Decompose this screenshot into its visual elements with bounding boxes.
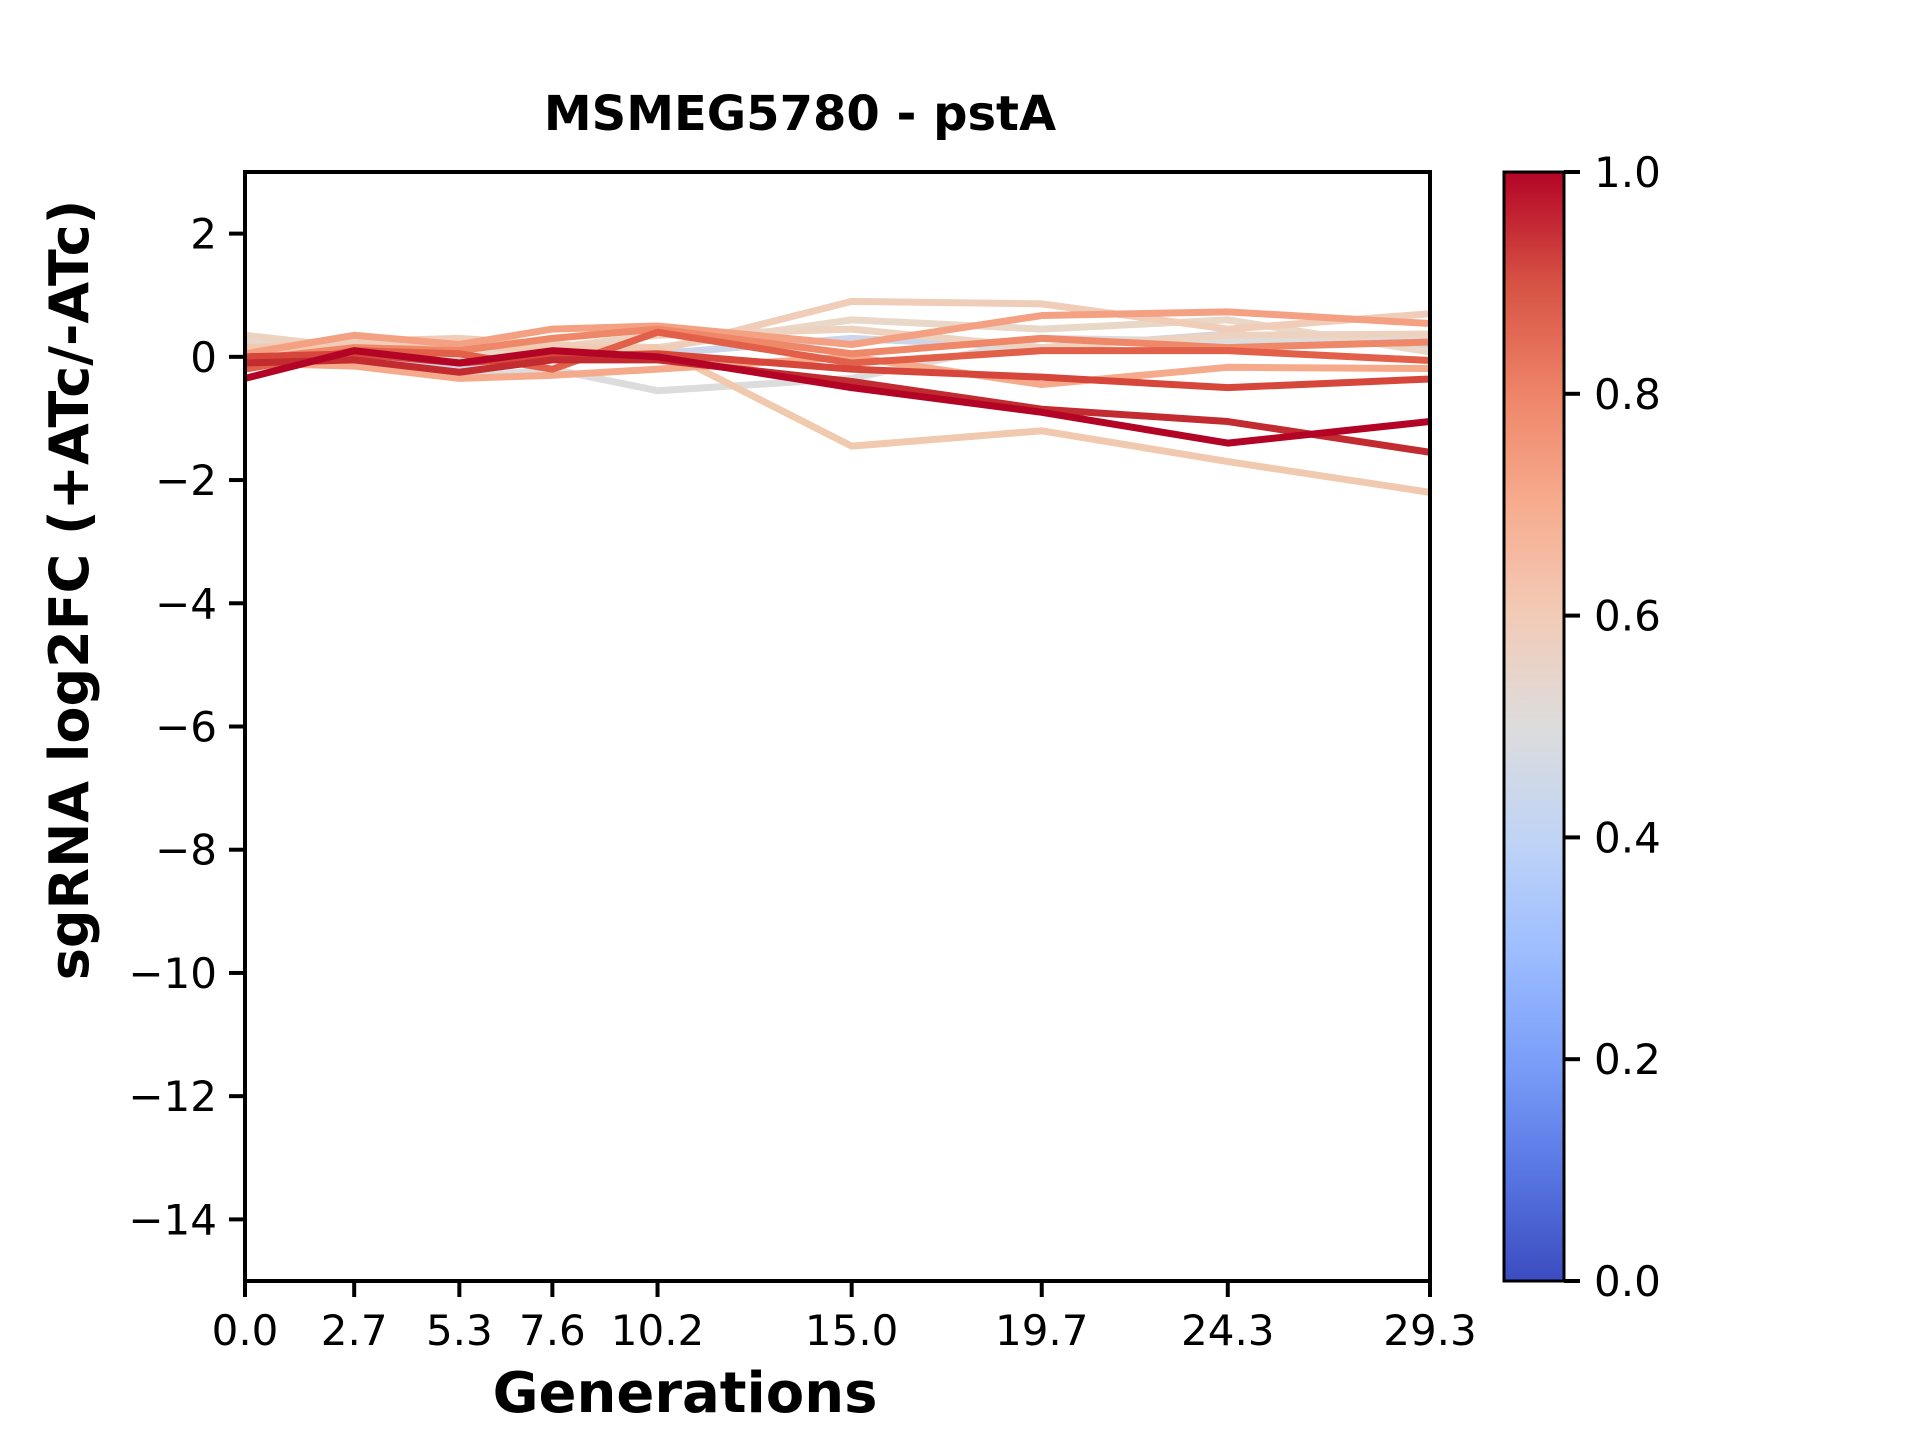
y-tick-label: −10 — [128, 949, 217, 998]
x-tick-label: 24.3 — [1181, 1306, 1275, 1355]
x-tick-label: 0.0 — [212, 1306, 279, 1355]
y-tick-label: 2 — [190, 210, 217, 259]
colorbar-tick-label: 1.0 — [1594, 148, 1661, 197]
x-tick-label: 19.7 — [995, 1306, 1089, 1355]
colorbar-axis: 1.0 0.8 0.6 0.4 0.2 0.0 — [1564, 148, 1661, 1306]
y-tick-label: −6 — [155, 703, 217, 752]
colorbar-tick-label: 0.6 — [1594, 592, 1661, 641]
y-tick-label: −14 — [128, 1195, 217, 1244]
series-lines-group — [245, 297, 1430, 496]
colorbar-tick-label: 0.2 — [1594, 1035, 1661, 1084]
x-tick-label: 15.0 — [805, 1306, 899, 1355]
colorbar — [1502, 170, 1566, 1283]
x-tick-label: 10.2 — [611, 1306, 705, 1355]
colorbar-tick-label: 0.0 — [1594, 1257, 1661, 1306]
x-axis: 0.0 2.7 5.3 7.6 10.2 15.0 19.7 24.3 29.3 — [212, 1281, 1477, 1355]
colorbar-tick-label: 0.8 — [1594, 370, 1661, 419]
series-line-sgRNA-13 — [245, 347, 1430, 447]
y-tick-label: 0 — [190, 333, 217, 382]
x-tick-label: 7.6 — [519, 1306, 586, 1355]
y-tick-label: −4 — [155, 579, 217, 628]
series-line-sgRNA-07 — [245, 353, 1430, 389]
x-tick-label: 29.3 — [1383, 1306, 1477, 1355]
y-tick-label: −8 — [155, 826, 217, 875]
y-tick-label: −2 — [155, 456, 217, 505]
colorbar-tick-label: 0.4 — [1594, 813, 1661, 862]
y-tick-label: −12 — [128, 1072, 217, 1121]
y-axis-label: sgRNA log2FC (+ATc/-ATc) — [38, 200, 101, 981]
chart-title: MSMEG5780 - pstA — [544, 86, 1056, 142]
y-axis: 2 0 −2 −4 −6 −8 −10 −12 −14 — [128, 210, 245, 1244]
x-tick-label: 5.3 — [426, 1306, 493, 1355]
x-axis-label: Generations — [493, 1361, 878, 1426]
x-tick-label: 2.7 — [321, 1306, 388, 1355]
